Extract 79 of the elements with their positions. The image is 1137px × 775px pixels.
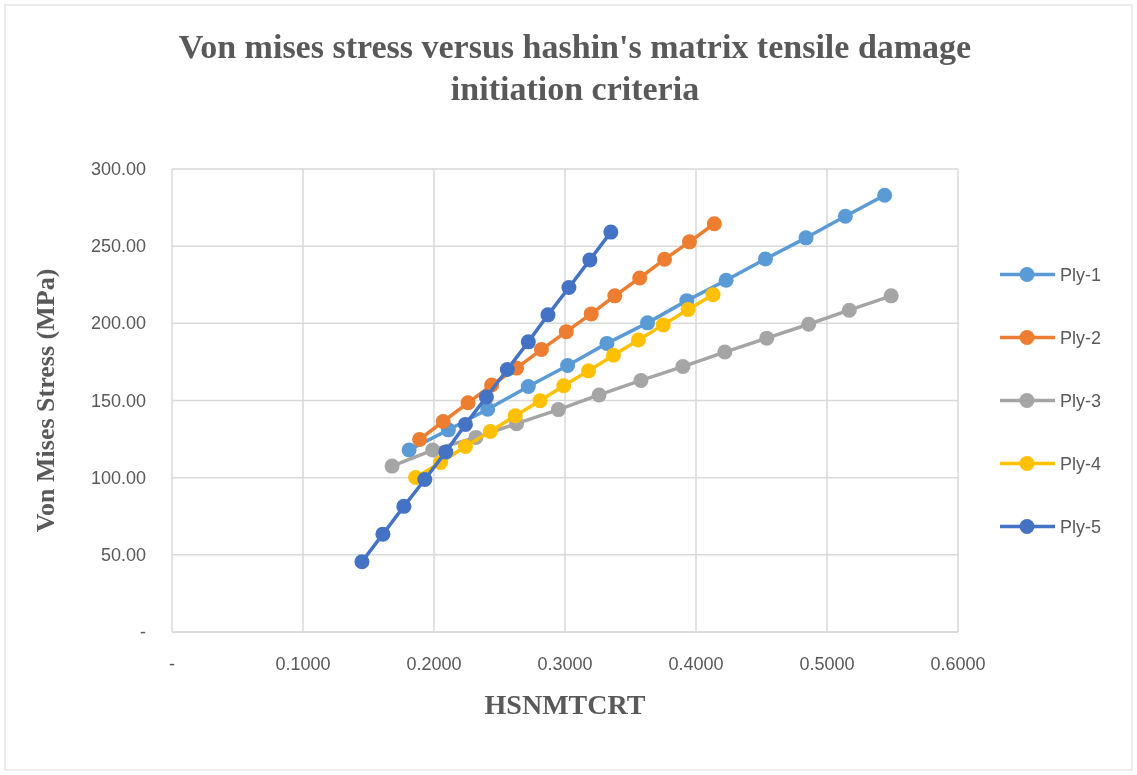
point (680, 302, 696, 318)
point (417, 472, 433, 488)
x-tick-label: 0.5000 (799, 654, 855, 674)
point (717, 344, 733, 360)
point (718, 272, 734, 288)
point (556, 378, 572, 394)
legend-label: Ply-3 (1060, 390, 1102, 411)
point (457, 438, 473, 454)
point (540, 307, 556, 323)
point (591, 387, 607, 403)
chart-title: Von mises stress versus hashin's matrix tensile damage initiation criteria (178, 28, 972, 107)
point (607, 288, 623, 304)
point (457, 416, 473, 432)
point (507, 408, 523, 424)
point (478, 389, 494, 405)
point (354, 554, 370, 570)
point (681, 234, 697, 250)
point (560, 357, 576, 373)
legend-label: Ply-2 (1060, 327, 1102, 348)
point (841, 302, 857, 318)
legend-label: Ply-5 (1060, 516, 1102, 537)
point (438, 444, 454, 460)
legend-label: Ply-4 (1060, 453, 1102, 474)
x-axis-title: HSNMTCRT (484, 689, 646, 720)
point (435, 413, 451, 429)
y-tick-label: - (140, 622, 146, 642)
point (384, 458, 400, 474)
point (582, 252, 598, 268)
point (705, 287, 721, 303)
y-tick-label: 200.00 (90, 313, 146, 334)
point (533, 342, 549, 358)
point (520, 334, 536, 350)
point (633, 372, 649, 388)
point (759, 330, 775, 346)
y-axis-title: Von Mises Stress (MPa) (31, 268, 60, 533)
point (675, 359, 691, 375)
x-tick-label: 0.3000 (537, 654, 593, 674)
point (640, 315, 656, 331)
point (877, 187, 893, 203)
point (375, 526, 391, 542)
point (657, 251, 673, 267)
y-tick-label: 300.00 (90, 159, 146, 179)
point (655, 317, 671, 333)
x-tick-label: - (169, 654, 175, 674)
x-tick-label: 0.4000 (668, 654, 724, 674)
point (632, 270, 648, 286)
point (798, 230, 814, 246)
point (425, 442, 441, 458)
point (581, 363, 597, 379)
point (520, 378, 536, 394)
point (561, 280, 577, 296)
x-tick-label: 0.6000 (930, 654, 986, 674)
legend-label: Ply-1 (1060, 264, 1102, 285)
point (605, 347, 621, 363)
point (482, 424, 498, 440)
point (603, 224, 619, 240)
point (401, 442, 417, 458)
point (757, 251, 773, 267)
point (599, 335, 615, 351)
y-tick-label: 50.00 (100, 544, 146, 565)
point (532, 393, 548, 409)
point (883, 288, 899, 304)
point (412, 431, 428, 447)
point (480, 401, 496, 417)
y-tick-label: 100.00 (90, 467, 146, 488)
point (460, 395, 476, 411)
point (630, 332, 646, 348)
x-tick-label: 0.2000 (406, 654, 462, 674)
point (837, 208, 853, 224)
point (583, 306, 599, 322)
point (550, 402, 566, 418)
y-tick-label: 150.00 (90, 390, 146, 411)
y-tick-label: 250.00 (90, 236, 146, 257)
point (706, 216, 722, 232)
x-tick-label: 0.1000 (275, 654, 331, 674)
point (558, 324, 574, 340)
point (499, 361, 515, 377)
point (801, 316, 817, 332)
point (396, 498, 412, 514)
